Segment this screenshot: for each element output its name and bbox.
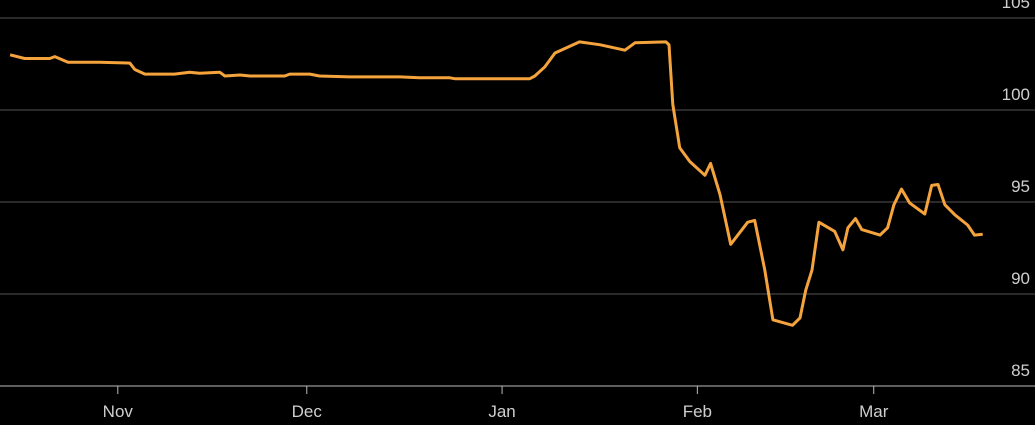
x-tick-label: Jan: [488, 402, 515, 421]
x-tick-label: Feb: [683, 402, 712, 421]
y-tick-label: 90: [1011, 269, 1030, 288]
price-line: [9, 40, 983, 327]
x-tick-label: Mar: [859, 402, 889, 421]
y-tick-label: 105: [1002, 0, 1030, 12]
y-tick-label: 85: [1011, 361, 1030, 380]
x-tick-label: Dec: [292, 402, 323, 421]
y-tick-label: 100: [1002, 85, 1030, 104]
x-tick-label: Nov: [103, 402, 134, 421]
y-tick-label: 95: [1011, 177, 1030, 196]
